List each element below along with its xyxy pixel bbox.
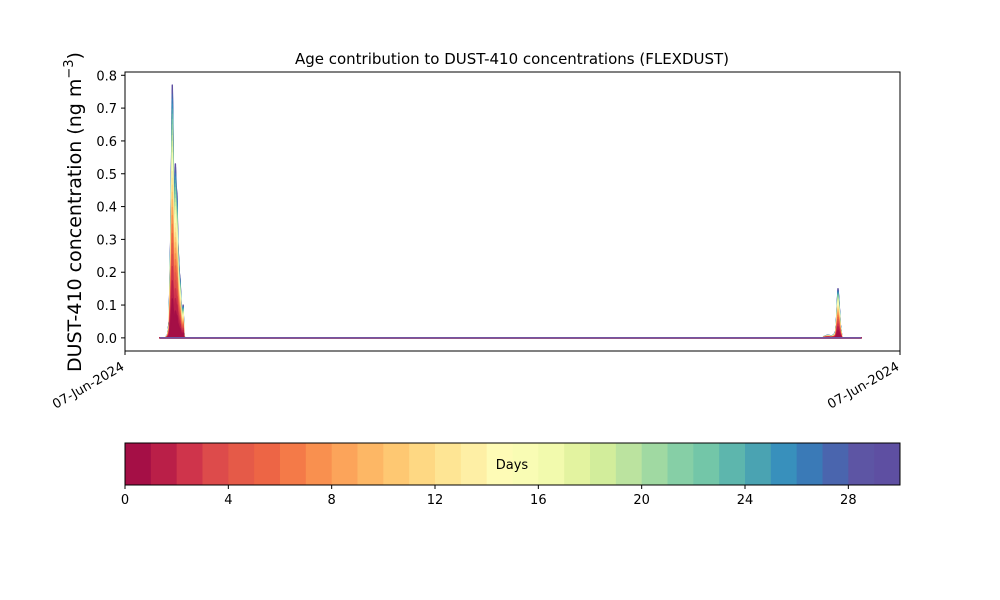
- colorbar-swatch: [383, 443, 410, 485]
- age-layer-day-27: [159, 93, 862, 339]
- colorbar-swatches: [125, 443, 901, 485]
- age-layer-day-1: [159, 280, 862, 339]
- colorbar-swatch: [280, 443, 307, 485]
- y-tick-label: 0.1: [96, 299, 117, 314]
- colorbar-tick-label: 20: [633, 493, 650, 508]
- y-axis-label-close: ): [64, 52, 86, 59]
- age-layer-day-29: [159, 84, 862, 339]
- colorbar-tick-label: 0: [121, 493, 129, 508]
- y-axis-label-main: DUST-410 concentration (ng m: [64, 79, 86, 372]
- colorbar-swatch: [125, 443, 152, 485]
- colorbar-swatch: [409, 443, 436, 485]
- colorbar-swatch: [254, 443, 281, 485]
- x-tick-label: 07-Jun-2024: [50, 359, 127, 412]
- colorbar-swatch: [667, 443, 694, 485]
- age-layer-day-12: [159, 177, 862, 339]
- colorbar-swatch: [305, 443, 333, 485]
- age-layer-day-3: [159, 253, 862, 339]
- age-layer-day-9: [159, 199, 862, 339]
- colorbar-swatch: [150, 443, 178, 485]
- y-tick-label: 0.7: [96, 102, 117, 117]
- age-layer-day-5: [159, 232, 862, 339]
- colorbar-swatch: [435, 443, 462, 485]
- colorbar-swatch: [693, 443, 720, 485]
- age-layer-day-28: [159, 89, 862, 339]
- y-tick-label: 0.4: [96, 201, 117, 216]
- colorbar-tick-label: 12: [427, 493, 444, 508]
- colorbar-swatch: [331, 443, 358, 485]
- colorbar-ticks: 0 4 8 12 16 20 24 28: [121, 485, 857, 508]
- colorbar-swatch: [176, 443, 203, 485]
- colorbar-swatch: [590, 443, 617, 485]
- age-layer-day-4: [159, 242, 862, 339]
- age-layer-day-14: [159, 164, 862, 339]
- age-layer-day-11: [159, 184, 862, 339]
- age-layer-day-15: [159, 158, 862, 339]
- age-layer-day-21: [159, 124, 862, 339]
- colorbar-swatch: [745, 443, 772, 485]
- plot-frame: [124, 71, 901, 352]
- age-layer-day-24: [159, 108, 862, 339]
- y-axis-label: DUST-410 concentration (ng m−3): [62, 52, 86, 372]
- colorbar-swatch: [641, 443, 668, 485]
- age-layer-day-25: [159, 103, 862, 339]
- age-layer-day-0: [159, 298, 862, 339]
- y-tick-label: 0.5: [96, 168, 117, 183]
- y-tick-label: 0.0: [96, 332, 117, 347]
- y-tick-label: 0.8: [96, 69, 117, 84]
- age-layer-day-20: [159, 129, 862, 339]
- x-axis-ticks: 07-Jun-2024 07-Jun-2024: [50, 351, 902, 412]
- y-tick-label: 0.6: [96, 135, 117, 150]
- age-layer-day-16: [159, 152, 862, 339]
- plot-series: [159, 84, 862, 339]
- age-layer-day-26: [159, 98, 862, 339]
- y-axis-ticks: 0.0 0.1 0.2 0.3 0.4 0.5 0.6 0.7 0.8: [96, 69, 125, 347]
- colorbar-tick-label: 28: [840, 493, 857, 508]
- colorbar-swatch: [564, 443, 591, 485]
- age-layer-day-17: [159, 146, 862, 339]
- colorbar-swatch: [357, 443, 384, 485]
- age-layer-day-2: [159, 265, 862, 339]
- age-layer-day-18: [159, 140, 862, 339]
- colorbar-swatch: [719, 443, 746, 485]
- colorbar-tick-label: 16: [530, 493, 547, 508]
- colorbar-tick-label: 4: [224, 493, 232, 508]
- colorbar-swatch: [822, 443, 849, 485]
- colorbar-swatch: [228, 443, 255, 485]
- y-axis-label-exponent: −3: [62, 59, 77, 78]
- colorbar-swatch: [796, 443, 823, 485]
- age-layer-day-22: [159, 118, 862, 339]
- age-layer-day-6: [159, 223, 862, 339]
- colorbar-swatch: [512, 443, 539, 485]
- age-layer-day-7: [159, 215, 862, 339]
- colorbar-swatch: [615, 443, 643, 485]
- y-tick-label: 0.2: [96, 266, 117, 281]
- colorbar-swatch: [770, 443, 798, 485]
- colorbar-frame: [124, 442, 901, 486]
- colorbar-label: Days: [496, 458, 529, 473]
- age-layer-day-23: [159, 113, 862, 339]
- colorbar-tick-label: 24: [737, 493, 754, 508]
- colorbar-swatch: [486, 443, 513, 485]
- colorbar-tick-label: 8: [328, 493, 336, 508]
- colorbar-swatch: [202, 443, 229, 485]
- y-tick-label: 0.3: [96, 233, 117, 248]
- colorbar-swatch: [874, 443, 901, 485]
- colorbar-swatch: [848, 443, 875, 485]
- age-layer-day-10: [159, 191, 862, 339]
- colorbar-swatch: [538, 443, 565, 485]
- x-tick-label: 07-Jun-2024: [825, 359, 902, 412]
- age-layer-day-19: [159, 134, 862, 339]
- age-layer-day-8: [159, 206, 862, 339]
- chart-title: Age contribution to DUST-410 concentrati…: [295, 50, 729, 68]
- colorbar-swatch: [460, 443, 488, 485]
- age-layer-day-13: [159, 170, 862, 339]
